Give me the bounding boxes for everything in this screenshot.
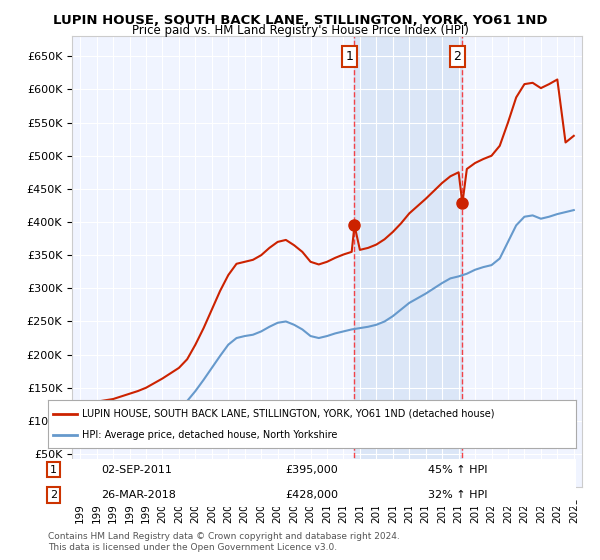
Text: 1: 1 (346, 50, 353, 63)
Text: LUPIN HOUSE, SOUTH BACK LANE, STILLINGTON, YORK, YO61 1ND (detached house): LUPIN HOUSE, SOUTH BACK LANE, STILLINGTO… (82, 409, 495, 419)
Text: £395,000: £395,000 (286, 465, 338, 475)
Text: 2: 2 (454, 50, 461, 63)
Text: 32% ↑ HPI: 32% ↑ HPI (428, 490, 488, 500)
Text: HPI: Average price, detached house, North Yorkshire: HPI: Average price, detached house, Nort… (82, 430, 338, 440)
Text: LUPIN HOUSE, SOUTH BACK LANE, STILLINGTON, YORK, YO61 1ND: LUPIN HOUSE, SOUTH BACK LANE, STILLINGTO… (53, 14, 547, 27)
Text: 45% ↑ HPI: 45% ↑ HPI (428, 465, 488, 475)
Text: Contains HM Land Registry data © Crown copyright and database right 2024.
This d: Contains HM Land Registry data © Crown c… (48, 532, 400, 552)
Text: 2: 2 (50, 490, 57, 500)
Text: £428,000: £428,000 (286, 490, 338, 500)
Text: Price paid vs. HM Land Registry's House Price Index (HPI): Price paid vs. HM Land Registry's House … (131, 24, 469, 37)
Text: 02-SEP-2011: 02-SEP-2011 (101, 465, 172, 475)
Text: 26-MAR-2018: 26-MAR-2018 (101, 490, 176, 500)
Bar (355, 36, 463, 487)
Text: 1: 1 (50, 465, 57, 475)
